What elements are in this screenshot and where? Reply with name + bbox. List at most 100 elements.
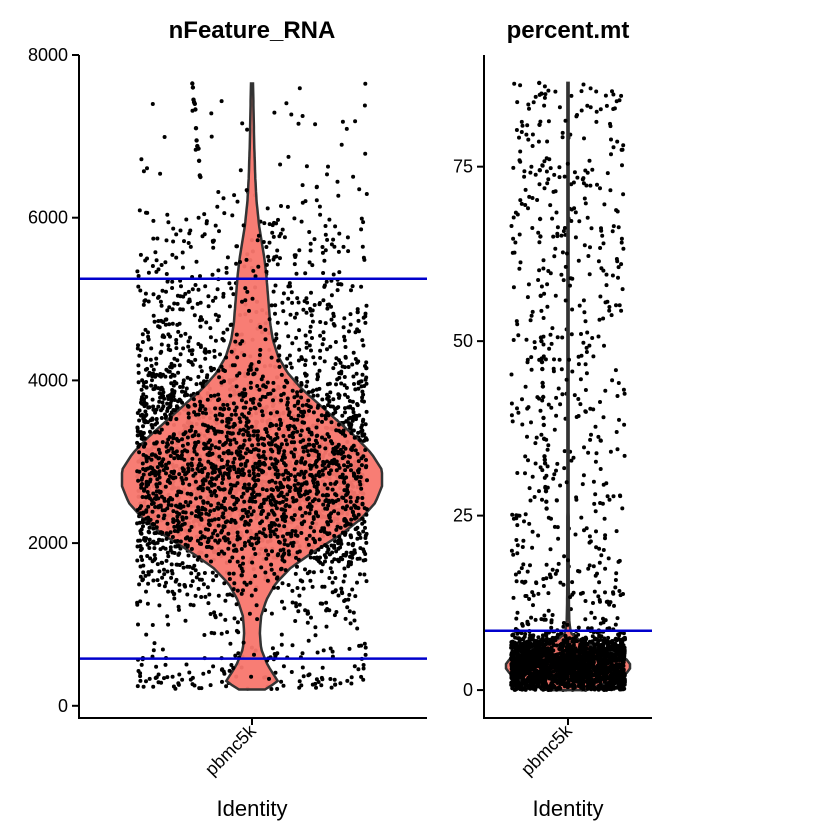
data-point bbox=[348, 415, 353, 420]
data-point bbox=[174, 255, 179, 260]
data-point bbox=[209, 461, 213, 466]
data-point bbox=[352, 664, 357, 669]
data-point bbox=[271, 380, 276, 385]
data-point bbox=[529, 355, 534, 360]
data-point bbox=[225, 437, 230, 442]
data-point bbox=[195, 391, 200, 396]
data-point bbox=[251, 546, 256, 551]
data-point bbox=[247, 437, 252, 442]
data-point bbox=[266, 254, 271, 259]
data-point bbox=[135, 600, 140, 605]
data-point bbox=[243, 393, 248, 398]
data-point bbox=[230, 213, 235, 218]
data-point bbox=[177, 551, 182, 556]
data-point bbox=[213, 295, 218, 300]
data-point bbox=[163, 484, 168, 489]
data-point bbox=[251, 476, 256, 481]
data-point bbox=[146, 482, 151, 487]
data-point bbox=[142, 436, 147, 441]
data-point bbox=[349, 675, 354, 680]
data-point bbox=[304, 489, 309, 494]
data-point bbox=[268, 456, 273, 461]
data-point bbox=[190, 456, 195, 461]
data-point bbox=[342, 316, 347, 321]
data-point bbox=[241, 432, 246, 437]
data-point bbox=[351, 410, 356, 415]
data-point bbox=[196, 510, 201, 515]
data-point bbox=[352, 382, 356, 386]
data-point bbox=[160, 334, 165, 339]
data-point bbox=[296, 609, 301, 614]
data-point bbox=[276, 345, 281, 350]
data-point bbox=[202, 571, 207, 575]
data-point bbox=[188, 500, 193, 505]
data-point bbox=[137, 208, 142, 213]
data-point bbox=[256, 264, 261, 269]
data-point bbox=[248, 385, 253, 390]
data-point bbox=[293, 571, 298, 576]
data-point bbox=[260, 409, 264, 414]
data-point bbox=[219, 631, 224, 636]
data-point bbox=[170, 674, 175, 679]
data-point bbox=[560, 135, 565, 140]
data-point bbox=[325, 347, 329, 352]
data-point bbox=[169, 410, 174, 415]
data-point bbox=[323, 232, 328, 237]
data-point bbox=[355, 626, 360, 631]
data-point bbox=[314, 387, 319, 392]
data-point bbox=[293, 601, 298, 606]
data-point bbox=[210, 470, 215, 475]
data-point bbox=[359, 216, 364, 221]
data-point bbox=[263, 395, 268, 399]
data-point bbox=[232, 363, 237, 368]
data-point bbox=[247, 469, 252, 474]
data-point bbox=[212, 393, 217, 398]
data-point bbox=[342, 480, 347, 485]
data-point bbox=[351, 374, 356, 379]
data-point bbox=[304, 537, 309, 541]
data-point bbox=[269, 562, 274, 567]
data-point bbox=[188, 244, 193, 249]
data-point bbox=[329, 293, 334, 298]
data-point bbox=[173, 544, 178, 549]
data-point bbox=[205, 397, 210, 402]
data-point bbox=[222, 442, 227, 447]
data-point bbox=[543, 92, 548, 97]
data-point bbox=[314, 198, 319, 203]
data-point bbox=[137, 520, 142, 525]
data-point bbox=[352, 503, 357, 508]
data-point bbox=[208, 489, 213, 494]
data-point bbox=[354, 371, 359, 376]
data-point bbox=[207, 669, 211, 674]
data-point bbox=[210, 239, 215, 243]
data-point bbox=[216, 517, 221, 521]
data-point bbox=[306, 390, 311, 395]
data-point bbox=[289, 112, 294, 117]
data-point bbox=[225, 430, 230, 435]
data-point bbox=[185, 491, 190, 496]
data-point bbox=[363, 536, 368, 540]
data-point bbox=[357, 187, 362, 192]
data-point bbox=[346, 541, 351, 546]
data-point bbox=[155, 477, 160, 482]
data-point bbox=[217, 229, 221, 234]
data-point bbox=[241, 223, 246, 228]
data-point bbox=[290, 643, 295, 648]
data-point bbox=[286, 583, 291, 587]
data-point bbox=[181, 378, 186, 383]
data-point bbox=[296, 413, 301, 418]
data-point bbox=[190, 682, 195, 687]
data-point bbox=[315, 377, 320, 382]
data-point bbox=[323, 224, 328, 228]
data-point bbox=[315, 433, 320, 438]
data-point bbox=[347, 609, 352, 614]
data-point bbox=[181, 346, 186, 351]
data-point bbox=[599, 553, 604, 558]
data-point bbox=[350, 587, 355, 592]
data-point bbox=[270, 646, 275, 651]
data-point bbox=[363, 525, 367, 530]
data-point bbox=[349, 447, 354, 452]
data-point bbox=[214, 417, 219, 422]
data-point bbox=[217, 454, 222, 459]
data-point bbox=[327, 515, 332, 520]
